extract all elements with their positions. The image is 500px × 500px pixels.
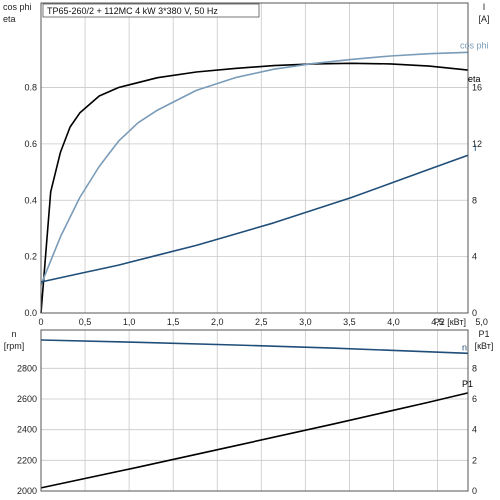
series-label-P1: P1 [462, 379, 473, 389]
chart-title-box [42, 3, 260, 18]
series-line-I [40, 154, 469, 283]
right-y-tick-label: 12 [472, 139, 482, 149]
left-y-tick-label: 0.2 [24, 252, 37, 262]
right-y-tick-label: 8 [472, 363, 477, 373]
right-y-tick-label: 4 [472, 252, 477, 262]
series-label-n: n [462, 342, 467, 352]
left-y-tick-label: 2600 [17, 394, 37, 404]
series-label-cos-phi: cos phi [460, 40, 489, 50]
right-y-tick-label: 4 [472, 425, 477, 435]
x-tick-label: 2,0 [211, 317, 224, 327]
right-y-tick-label: 16 [472, 83, 482, 93]
plot-frame [40, 329, 469, 492]
right-y-tick-label: 6 [472, 394, 477, 404]
chart-title: TP65-260/2 + 112MC 4 kW 3*380 V, 50 Hz [47, 6, 218, 16]
x-tick-label: 5,0 [475, 317, 488, 327]
left-axis-title: cos phi [3, 2, 32, 12]
series-line-eta [40, 62, 469, 314]
right-axis-title: [A] [478, 14, 489, 24]
x-tick-label: 4,5 [431, 317, 444, 327]
left-axis-title: n [11, 329, 16, 339]
left-y-tick-label: 0.8 [24, 83, 37, 93]
series-line-n [40, 339, 469, 355]
right-axis-title: I [483, 2, 486, 12]
right-y-tick-label: 0 [472, 308, 477, 318]
x-tick-label: 1,5 [167, 317, 180, 327]
plot-frames [40, 2, 469, 492]
x-tick-label: 0,5 [79, 317, 92, 327]
right-y-tick-label: 8 [472, 195, 477, 205]
left-y-tick-label: 0.4 [24, 195, 37, 205]
left-y-tick-label: 2800 [17, 363, 37, 373]
series-lines [40, 51, 469, 489]
left-axis-title: eta [3, 14, 16, 24]
left-y-tick-label: 0.6 [24, 139, 37, 149]
right-axis-title: [кВт] [475, 341, 494, 351]
x-tick-label: 3,0 [299, 317, 312, 327]
series-line-cos-phi [40, 51, 469, 286]
left-y-tick-label: 2000 [17, 486, 37, 496]
left-y-tick-label: 2200 [17, 455, 37, 465]
chart-text: 0.0 0.2 0.4 0.6 0.8 0 4 8 12 16 cos phi eta I [A] eta c… [3, 2, 493, 496]
x-axis-title: P2 [кВт] [434, 317, 466, 327]
left-y-tick-label: 0.0 [24, 308, 37, 318]
left-axis-title: [rpm] [4, 341, 25, 351]
right-y-tick-label: 2 [472, 455, 477, 465]
x-tick-label: 2,5 [255, 317, 268, 327]
series-label-eta: eta [468, 74, 481, 84]
plot-frame [40, 2, 469, 314]
right-y-tick-label: 0 [472, 486, 477, 496]
x-tick-label: 0 [38, 317, 43, 327]
x-tick-label: 4,0 [387, 317, 400, 327]
series-label-I: I [474, 143, 477, 153]
right-axis-title: P1 [478, 329, 489, 339]
series-line-P1 [40, 392, 469, 489]
x-tick-label: 3,5 [343, 317, 356, 327]
x-tick-label: 1,0 [123, 317, 136, 327]
left-y-tick-label: 2400 [17, 425, 37, 435]
